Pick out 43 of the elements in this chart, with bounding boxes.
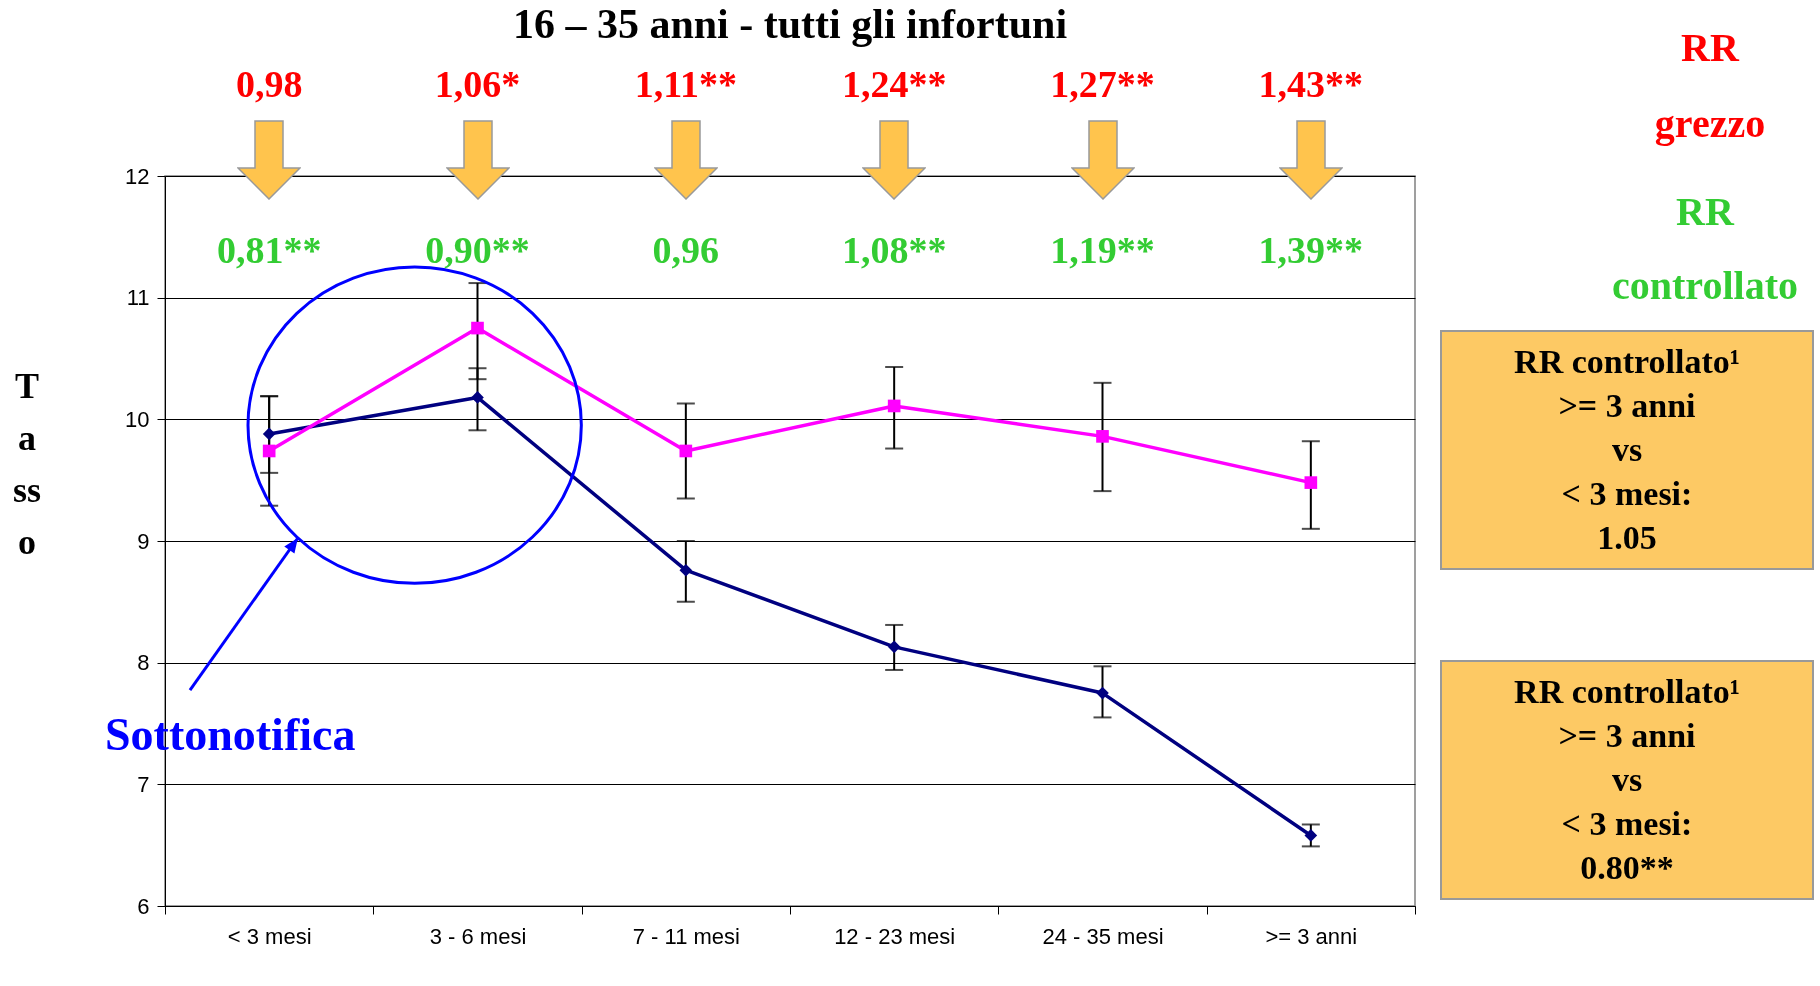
x-tick-label: 7 - 11 mesi [632,923,740,949]
point [1304,829,1318,842]
point [679,563,693,577]
text: RR controllato¹ >= 3 anni vs < 3 mesi: 0.80** [1440,660,1814,900]
x-tick-label: >= 3 anni [1265,923,1358,949]
annotation: 1,08** [840,228,948,272]
annotation: 0,81** [215,228,323,272]
point [262,444,276,458]
y-tick-label: 8 [137,650,150,676]
y-tick-label: 12 [125,163,150,189]
x-tick-label: 3 - 6 mesi [429,923,527,949]
text: RR grezzo [1653,24,1767,148]
y-tick-label: 11 [126,285,150,311]
annotation: 1,19** [1049,228,1156,272]
point [887,640,901,654]
y-tick-label: 10 [125,406,150,432]
point [1096,430,1109,443]
point [262,427,276,441]
text: 1,24** [840,62,948,106]
text: 1,06* [433,62,522,106]
point [887,399,901,413]
point [471,391,484,404]
text: 1,43** [1257,62,1365,106]
point [471,321,484,335]
y-tick-label: 7 [137,771,150,797]
point [679,444,693,458]
annotation: 0,96 [651,228,721,272]
text: RR controllato¹ >= 3 anni vs < 3 mesi: 1.05 [1440,330,1814,570]
text: 1,27** [1049,62,1156,106]
chart-title: 16 – 35 anni - tutti gli infortuni [512,1,1068,47]
text: RR controllato [1611,188,1799,310]
x-tick-label: 12 - 23 mesi [834,923,956,949]
y-tick-label: 9 [137,528,150,554]
x-tick-label: < 3 mesi [227,923,312,949]
annotation: 1,39** [1257,228,1365,272]
text: 1,11** [633,62,739,106]
annotation: 0,90** [424,228,531,272]
text: 0,98 [234,62,304,106]
x-tick-label: 24 - 35 mesi [1042,923,1164,949]
point [1304,476,1318,489]
point [1096,686,1109,700]
y-tick-label: 6 [137,893,150,919]
y-axis-title: Tasso [12,365,42,564]
